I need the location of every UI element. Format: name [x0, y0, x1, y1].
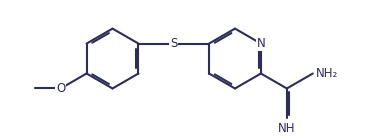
Text: O: O: [56, 82, 65, 95]
Text: N: N: [257, 37, 265, 50]
Text: NH₂: NH₂: [315, 67, 338, 80]
Text: S: S: [170, 37, 177, 50]
Text: NH: NH: [278, 122, 296, 135]
